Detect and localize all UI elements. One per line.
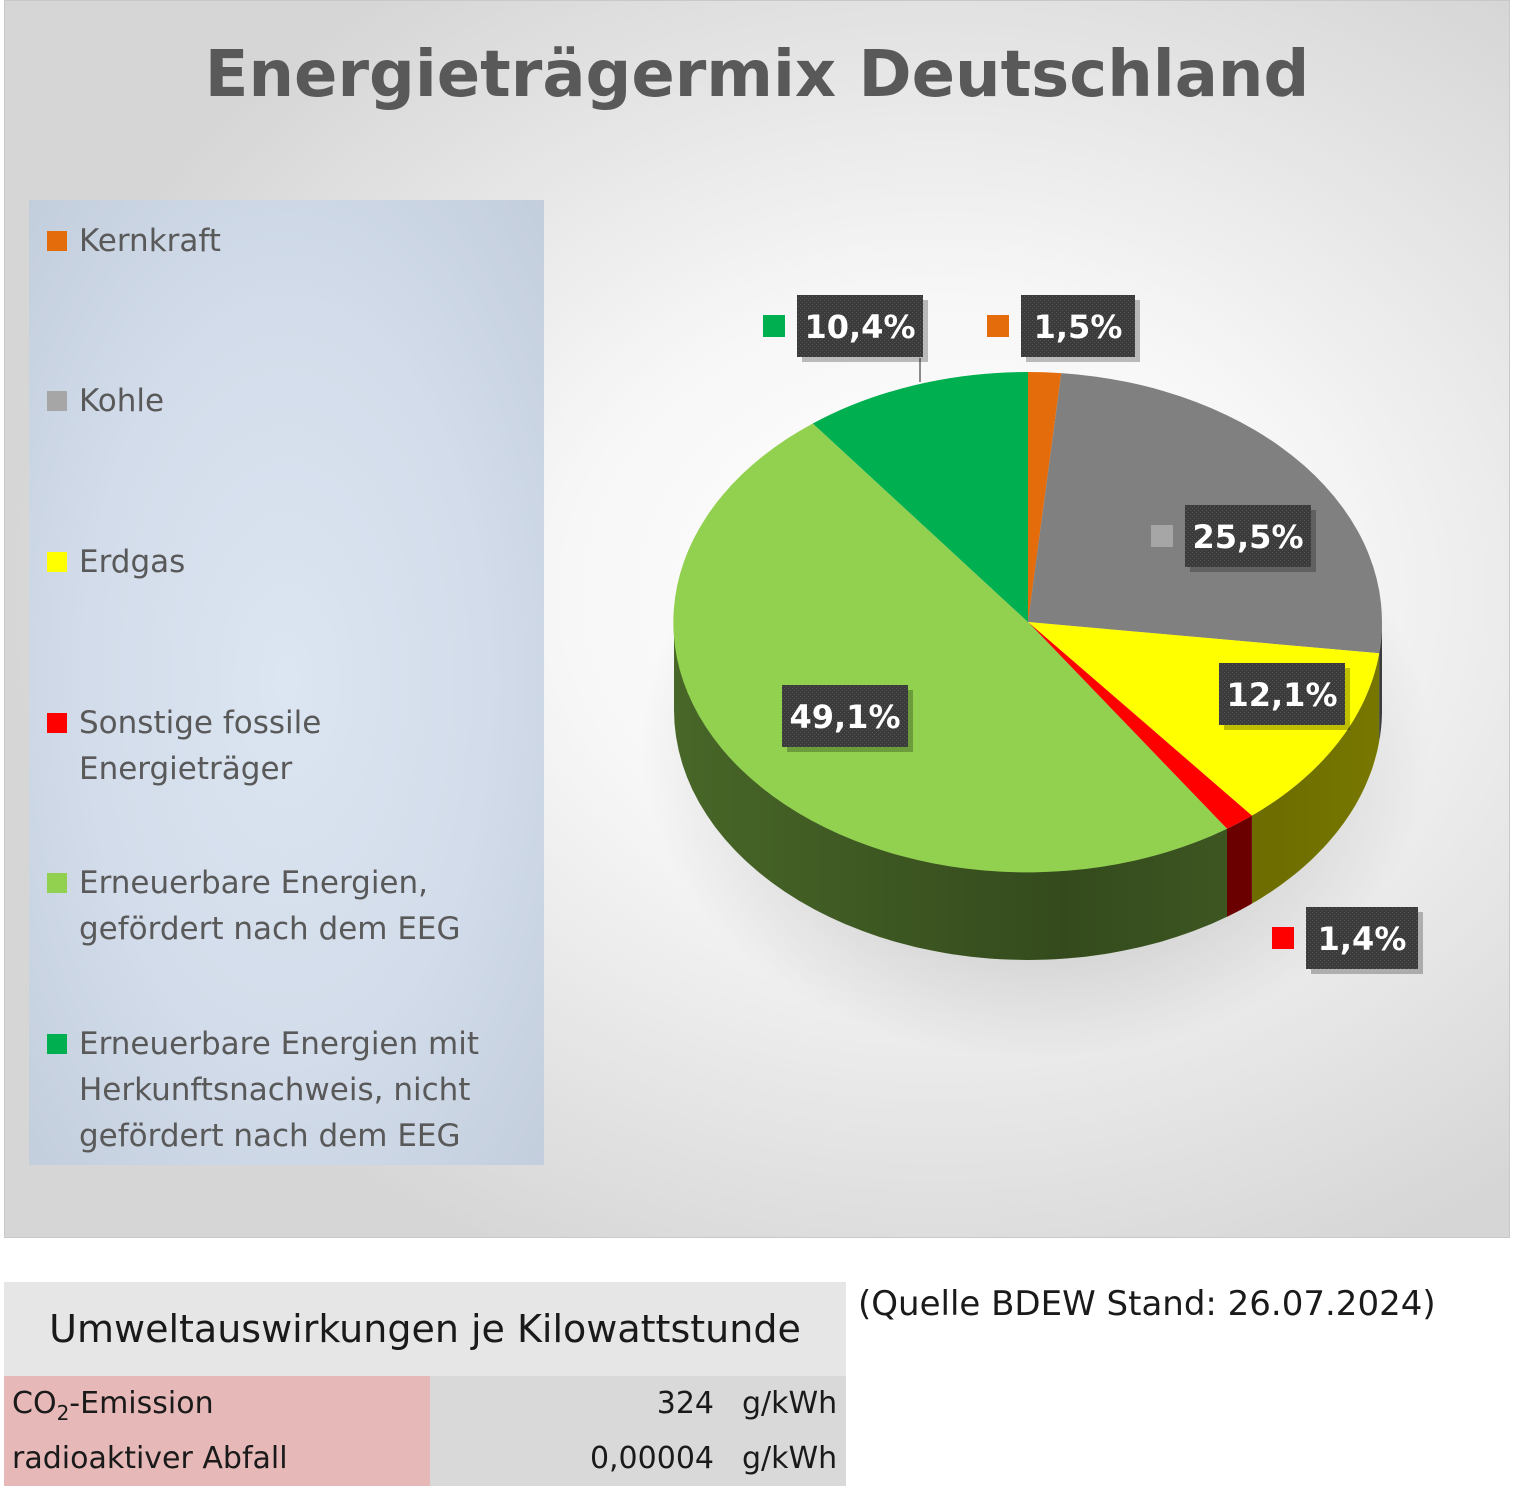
pie-chart: 1,5% 25,5% 12,1% 1,4% 49,1% 10,4% bbox=[640, 295, 1430, 1060]
chart-legend: Kernkraft Kohle Erdgas Sonstige fossile Ene… bbox=[29, 200, 544, 1165]
row-value: 324 bbox=[656, 1386, 714, 1421]
table-row: CO2-Emission 324 g/kWh bbox=[4, 1376, 846, 1431]
table-row: radioaktiver Abfall 0,00004 g/kWh bbox=[4, 1431, 846, 1486]
data-label-swatch bbox=[763, 315, 785, 337]
legend-item: Erneuerbare Energien mit Herkunftsnachwei… bbox=[47, 1021, 537, 1159]
data-label-swatch bbox=[1151, 525, 1173, 547]
pie-slice bbox=[673, 423, 1227, 873]
data-label-swatch bbox=[1185, 683, 1207, 705]
legend-item: Kernkraft bbox=[47, 218, 537, 264]
data-label-text: 1,5% bbox=[1034, 308, 1123, 346]
legend-swatch bbox=[47, 873, 67, 893]
data-label-text: 1,4% bbox=[1318, 920, 1407, 958]
legend-label: Kernkraft bbox=[79, 223, 221, 259]
row-name: radioaktiver Abfall bbox=[4, 1431, 430, 1486]
data-label-box bbox=[1021, 295, 1135, 357]
legend-item: Erneuerbare Energien, gefördert nach dem … bbox=[47, 860, 537, 952]
impact-table-title: Umweltauswirkungen je Kilowattstunde bbox=[4, 1282, 846, 1376]
data-label-text: 25,5% bbox=[1192, 518, 1303, 556]
legend-item: Erdgas bbox=[47, 539, 537, 585]
legend-label: Herkunftsnachweis, nicht bbox=[79, 1072, 471, 1108]
data-label: 49,1% bbox=[748, 685, 913, 752]
row-name: CO2-Emission bbox=[4, 1376, 430, 1431]
data-label: 12,1% bbox=[1185, 663, 1350, 730]
legend-label: Kohle bbox=[79, 383, 165, 419]
data-label-text: 49,1% bbox=[789, 698, 900, 736]
data-label-swatch bbox=[1272, 927, 1294, 949]
legend-item: Sonstige fossile Energieträger bbox=[47, 700, 537, 792]
data-label-swatch bbox=[987, 315, 1009, 337]
impact-table: Umweltauswirkungen je Kilowattstunde CO2… bbox=[4, 1282, 846, 1486]
legend-label: Sonstige fossile Energieträger bbox=[79, 705, 322, 787]
data-label: 1,5% bbox=[987, 295, 1140, 362]
data-label-box bbox=[782, 685, 908, 747]
chart-title: Energieträgermix Deutschland bbox=[204, 38, 1310, 112]
legend-item: Kohle bbox=[47, 378, 537, 424]
pie-slice bbox=[1028, 372, 1062, 622]
data-label-box bbox=[797, 295, 923, 357]
data-label: 10,4% bbox=[763, 295, 928, 362]
legend-label: Erdgas bbox=[79, 544, 186, 580]
pie-slice bbox=[812, 372, 1028, 622]
data-label: 1,4% bbox=[1272, 907, 1423, 974]
legend-label: gefördert nach dem EEG bbox=[79, 911, 461, 947]
data-label-box bbox=[1185, 505, 1311, 567]
pie-side-shading bbox=[674, 622, 1382, 960]
legend-swatch bbox=[47, 713, 67, 733]
source-note: (Quelle BDEW Stand: 26.07.2024) bbox=[858, 1284, 1436, 1324]
legend-swatch bbox=[47, 231, 67, 251]
data-label-swatch bbox=[748, 705, 770, 727]
data-label: 25,5% bbox=[1151, 505, 1316, 572]
legend-label: Erneuerbare Energien mit bbox=[79, 1026, 479, 1062]
legend-swatch bbox=[47, 552, 67, 572]
data-label-box bbox=[1219, 663, 1345, 725]
row-value: 0,00004 bbox=[589, 1441, 714, 1476]
row-unit: g/kWh bbox=[742, 1441, 838, 1476]
row-unit: g/kWh bbox=[742, 1386, 838, 1421]
data-label-text: 10,4% bbox=[804, 308, 915, 346]
legend-label: Erneuerbare Energien, bbox=[79, 865, 429, 901]
legend-swatch bbox=[47, 391, 67, 411]
data-label-text: 12,1% bbox=[1226, 676, 1337, 714]
legend-swatch bbox=[47, 1034, 67, 1054]
data-label-box bbox=[1306, 907, 1418, 969]
pie-slice bbox=[1028, 622, 1252, 829]
legend-label: gefördert nach dem EEG bbox=[79, 1118, 461, 1154]
